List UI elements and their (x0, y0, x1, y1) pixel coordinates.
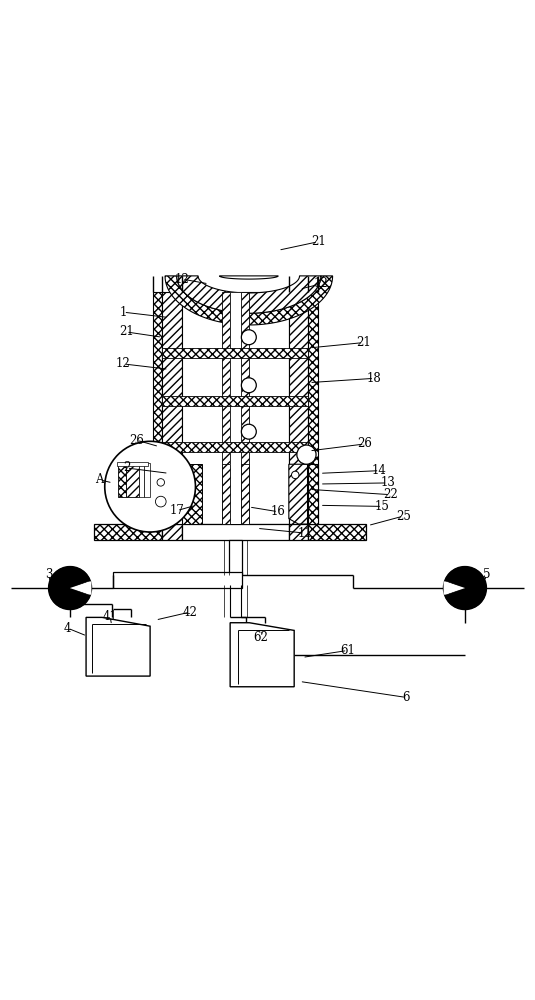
Text: 13: 13 (380, 476, 395, 489)
Text: 26: 26 (357, 437, 372, 450)
Text: 26: 26 (129, 434, 144, 447)
Bar (228, 540, 242, 575)
Text: 11: 11 (297, 527, 312, 540)
Bar (230, 464, 241, 524)
Text: 41: 41 (103, 610, 118, 623)
Bar (163, 348, 308, 358)
Bar (163, 464, 182, 524)
Circle shape (292, 471, 299, 479)
Bar (126, 463, 139, 497)
Text: 17: 17 (170, 504, 184, 517)
Text: 4: 4 (64, 622, 71, 635)
Bar (118, 463, 126, 497)
Bar (153, 464, 163, 524)
Text: 5: 5 (483, 568, 490, 581)
Circle shape (297, 445, 316, 464)
Bar (113, 572, 242, 588)
Bar (139, 463, 144, 497)
Text: 21: 21 (311, 235, 326, 248)
Polygon shape (444, 581, 465, 595)
Text: 6: 6 (402, 691, 410, 704)
Bar (222, 292, 230, 524)
Circle shape (241, 378, 256, 393)
Circle shape (105, 441, 195, 532)
Text: 12: 12 (175, 273, 189, 286)
Polygon shape (219, 276, 278, 279)
Polygon shape (70, 581, 91, 595)
Polygon shape (289, 464, 308, 524)
Bar (182, 464, 202, 524)
Bar (182, 292, 289, 524)
Text: 18: 18 (367, 372, 381, 385)
Text: 21: 21 (356, 336, 371, 349)
Circle shape (157, 479, 165, 486)
Text: 12: 12 (116, 357, 131, 370)
Polygon shape (165, 276, 333, 325)
Bar (182, 524, 289, 540)
Polygon shape (445, 567, 486, 609)
Bar (241, 292, 249, 524)
Text: 1: 1 (120, 306, 127, 319)
Text: 16: 16 (271, 505, 286, 518)
Text: 62: 62 (254, 631, 269, 644)
Bar (163, 292, 182, 524)
Text: 12: 12 (314, 277, 328, 290)
Bar (117, 462, 148, 466)
Text: 15: 15 (375, 500, 389, 513)
Circle shape (241, 330, 256, 345)
Bar (163, 442, 308, 452)
Circle shape (241, 424, 256, 439)
Text: 61: 61 (340, 644, 355, 657)
Bar (144, 463, 150, 497)
Bar (94, 524, 163, 540)
Bar (308, 524, 366, 540)
Bar (163, 524, 182, 540)
Bar (153, 292, 163, 524)
Polygon shape (308, 464, 318, 524)
Circle shape (154, 445, 173, 464)
Circle shape (156, 496, 166, 507)
Text: 25: 25 (396, 510, 411, 523)
Polygon shape (49, 567, 90, 609)
Polygon shape (177, 276, 321, 313)
Text: 3: 3 (45, 568, 52, 581)
Bar (222, 464, 230, 524)
Bar (241, 464, 249, 524)
Bar (308, 292, 318, 524)
Bar (163, 396, 308, 406)
Text: 14: 14 (372, 464, 387, 477)
Text: 42: 42 (182, 606, 197, 619)
Text: A: A (95, 473, 104, 486)
Bar (289, 292, 308, 524)
Text: 2: 2 (123, 461, 131, 474)
Polygon shape (86, 617, 150, 676)
Bar (230, 292, 241, 524)
Bar (289, 524, 308, 540)
Text: 21: 21 (119, 325, 133, 338)
Polygon shape (230, 623, 294, 687)
Text: 22: 22 (383, 488, 398, 501)
